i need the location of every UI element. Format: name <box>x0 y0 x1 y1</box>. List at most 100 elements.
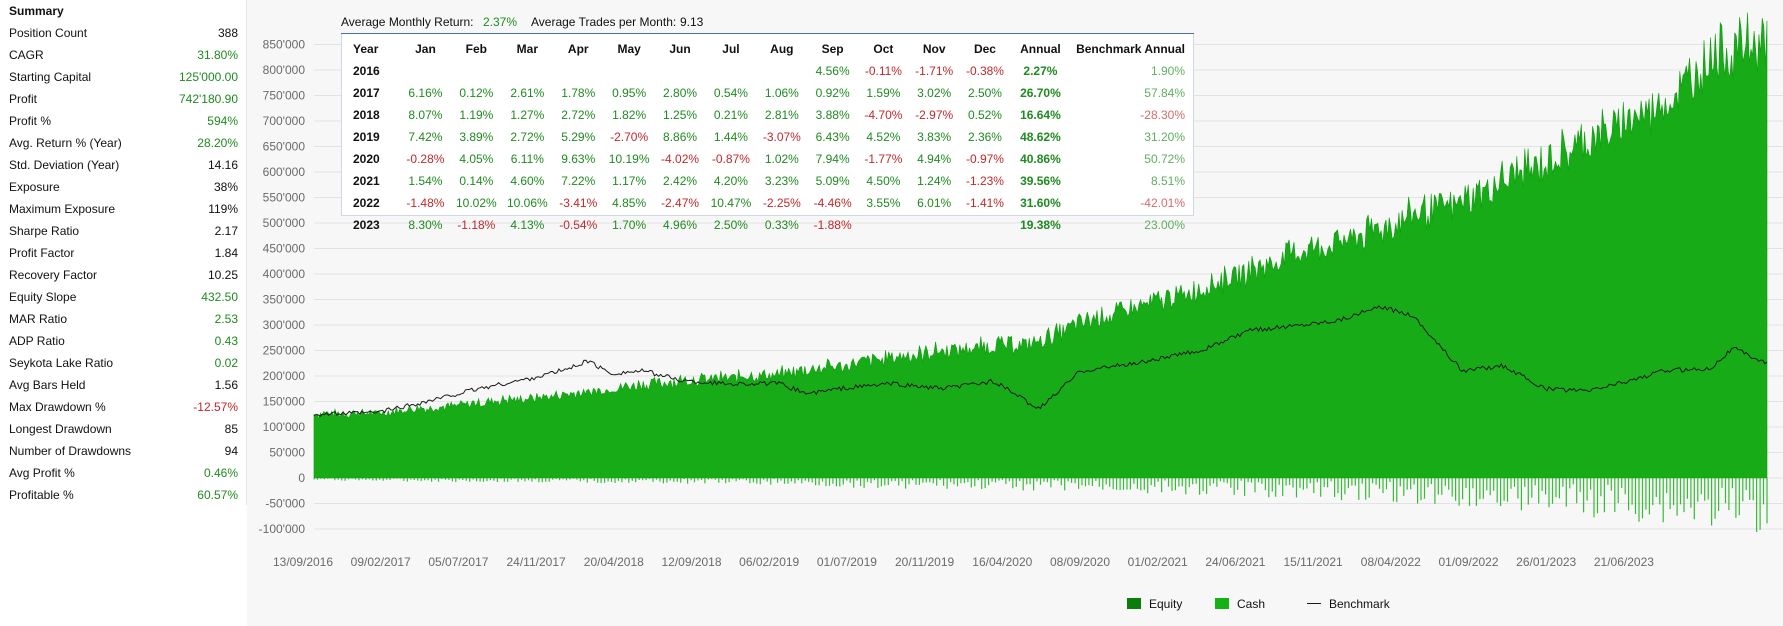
monthly-value-cell: -1.18% <box>457 218 496 232</box>
x-tick-label: 01/09/2022 <box>1438 555 1498 569</box>
monthly-year-cell: 2020 <box>353 152 380 166</box>
y-tick-label: -100'000 <box>259 522 306 536</box>
monthly-year-row: 2016 4.56% -0.11% -1.71% -0.38% 2.27% 1.90% <box>342 60 1193 82</box>
equity-area <box>313 12 1768 479</box>
monthly-value-cell: 1.25% <box>663 108 698 122</box>
monthly-value-cell: 1.78% <box>561 86 596 100</box>
summary-row-label: Avg Bars Held <box>9 378 86 392</box>
monthly-value-cell: -0.54% <box>559 218 598 232</box>
legend-marker <box>1307 603 1321 604</box>
monthly-benchmark-cell: 31.20% <box>1144 130 1185 144</box>
equity-chart[interactable]: 850'000 800'000 750'000 700'000 650'000 600'0… <box>247 0 1783 626</box>
summary-row: Profit 742'180.90 <box>9 88 238 110</box>
monthly-year-cell: 2018 <box>353 108 380 122</box>
monthly-value-cell <box>553 60 604 82</box>
monthly-value-cell: 2.61% <box>510 86 545 100</box>
monthly-benchmark-cell: 57.84% <box>1144 86 1185 100</box>
monthly-value-cell: -0.97% <box>965 152 1004 166</box>
monthly-value-cell <box>400 60 451 82</box>
summary-row-label: Avg Profit % <box>9 466 75 480</box>
x-tick-label: 13/09/2016 <box>273 555 333 569</box>
monthly-value-cell: 3.23% <box>764 174 799 188</box>
monthly-value-cell <box>909 214 960 236</box>
summary-row-label: Seykota Lake Ratio <box>9 356 114 370</box>
summary-row-label: ADP Ratio <box>9 334 65 348</box>
summary-row: Profit Factor 1.84 <box>9 242 238 264</box>
monthly-col-header: Mar <box>516 42 539 56</box>
monthly-value-cell: 4.96% <box>663 218 698 232</box>
summary-row-label: Starting Capital <box>9 70 92 84</box>
monthly-year-cell: 2019 <box>353 130 380 144</box>
legend-item-benchmark[interactable]: Benchmark <box>1307 594 1390 614</box>
monthly-col-header: Jul <box>722 42 740 56</box>
summary-row-label: Profit <box>9 92 38 106</box>
monthly-value-cell: 0.21% <box>713 108 748 122</box>
monthly-value-cell: 4.60% <box>510 174 545 188</box>
monthly-value-cell: 4.56% <box>815 64 850 78</box>
monthly-year-cell: 2016 <box>353 64 380 78</box>
monthly-value-cell: 0.54% <box>713 86 748 100</box>
monthly-col-header: Feb <box>465 42 487 56</box>
monthly-value-cell: 10.02% <box>455 196 497 210</box>
monthly-col-header: Sep <box>821 42 844 56</box>
monthly-value-cell: -4.46% <box>813 196 852 210</box>
monthly-value-cell: 1.44% <box>713 130 748 144</box>
monthly-value-cell: 3.89% <box>459 130 494 144</box>
monthly-value-cell: -1.88% <box>813 218 852 232</box>
legend-label: Benchmark <box>1329 597 1390 611</box>
monthly-value-cell: 1.54% <box>408 174 443 188</box>
monthly-col-header: May <box>617 42 641 56</box>
y-tick-label: 800'000 <box>263 63 306 77</box>
summary-row-label: Max Drawdown % <box>9 400 106 414</box>
monthly-value-cell: 5.29% <box>561 130 596 144</box>
monthly-annual-cell: 26.70% <box>1020 86 1061 100</box>
legend-item-cash[interactable]: Cash <box>1215 594 1265 614</box>
summary-row: Seykota Lake Ratio 0.02 <box>9 352 238 374</box>
x-tick-label: 21/06/2023 <box>1594 555 1654 569</box>
summary-row: Maximum Exposure 119% <box>9 198 238 220</box>
y-tick-label: 350'000 <box>263 293 306 307</box>
monthly-value-cell: 7.22% <box>561 174 596 188</box>
summary-row: Profit % 594% <box>9 110 238 132</box>
monthly-value-cell: 0.52% <box>967 108 1002 122</box>
monthly-benchmark-cell: 1.90% <box>1150 64 1185 78</box>
summary-row-value: 1.84 <box>214 246 238 260</box>
y-tick-label: 0 <box>298 471 305 485</box>
summary-row-label: Position Count <box>9 26 88 40</box>
monthly-value-cell: 2.81% <box>764 108 799 122</box>
monthly-value-cell: 0.33% <box>764 218 799 232</box>
monthly-value-cell: 4.20% <box>713 174 748 188</box>
monthly-value-cell: -2.97% <box>915 108 954 122</box>
legend-item-equity[interactable]: Equity <box>1127 594 1182 614</box>
monthly-benchmark-cell: -42.01% <box>1140 196 1185 210</box>
monthly-value-cell <box>502 60 553 82</box>
summary-row-value: 38% <box>213 180 238 194</box>
monthly-value-cell: -0.11% <box>864 64 902 78</box>
summary-row-value: 0.46% <box>203 466 238 480</box>
monthly-value-cell: 1.59% <box>866 86 901 100</box>
monthly-col-header: Year <box>353 42 379 56</box>
y-tick-label: 550'000 <box>263 191 306 205</box>
monthly-value-cell: 5.09% <box>815 174 850 188</box>
monthly-year-row: 2023 8.30% -1.18% 4.13% -0.54% 1.70% 4.96% 2.50… <box>342 214 1193 236</box>
x-tick-label: 01/02/2021 <box>1128 555 1188 569</box>
monthly-value-cell <box>705 60 756 82</box>
monthly-annual-cell: 40.86% <box>1020 152 1061 166</box>
monthly-col-header: Aug <box>770 42 794 56</box>
monthly-annual-cell: 48.62% <box>1020 130 1061 144</box>
summary-row: Recovery Factor 10.25 <box>9 264 238 286</box>
monthly-col-header: Annual <box>1020 42 1061 56</box>
monthly-value-cell: 4.94% <box>917 152 952 166</box>
legend-label: Equity <box>1149 597 1183 611</box>
monthly-value-cell: 4.13% <box>510 218 545 232</box>
monthly-col-header: Dec <box>973 42 996 56</box>
monthly-benchmark-cell: 23.00% <box>1144 218 1185 232</box>
monthly-year-cell: 2021 <box>353 174 380 188</box>
x-tick-label: 16/04/2020 <box>972 555 1032 569</box>
monthly-value-cell: 2.72% <box>561 108 596 122</box>
monthly-year-row: 2019 7.42% 3.89% 2.72% 5.29% -2.70% 8.86% 1.44%… <box>342 126 1193 148</box>
monthly-value-cell: 4.52% <box>866 130 901 144</box>
monthly-value-cell: 3.88% <box>815 108 850 122</box>
monthly-value-cell <box>756 60 807 82</box>
summary-row: Exposure 38% <box>9 176 238 198</box>
